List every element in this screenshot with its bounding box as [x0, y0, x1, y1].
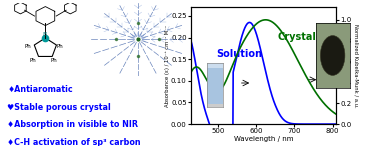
Bar [207, 63, 223, 68]
X-axis label: Wavelength / nm: Wavelength / nm [234, 136, 293, 142]
Text: ♦C-H activation of sp³ carbon: ♦C-H activation of sp³ carbon [8, 138, 141, 146]
Text: ♥Stable porous crystal: ♥Stable porous crystal [8, 103, 111, 112]
Bar [207, 104, 223, 107]
Y-axis label: Normalized Kubelka-Munk / a.u.: Normalized Kubelka-Munk / a.u. [353, 24, 358, 107]
Text: B: B [42, 33, 46, 38]
Text: Ph: Ph [51, 58, 57, 62]
Text: Solution: Solution [217, 49, 263, 59]
Y-axis label: Absorbance (ε) / 10⁻³ cm⁻¹ M⁻¹: Absorbance (ε) / 10⁻³ cm⁻¹ M⁻¹ [164, 25, 170, 107]
Text: Ph: Ph [29, 58, 36, 62]
Text: Ph: Ph [56, 44, 63, 49]
Text: Crystal: Crystal [278, 32, 317, 42]
Text: ♦Absorption in visible to NIR: ♦Absorption in visible to NIR [8, 120, 138, 130]
Ellipse shape [321, 36, 345, 75]
Text: ♦Antiaromatic: ♦Antiaromatic [8, 85, 73, 94]
Text: Ph: Ph [24, 44, 31, 49]
